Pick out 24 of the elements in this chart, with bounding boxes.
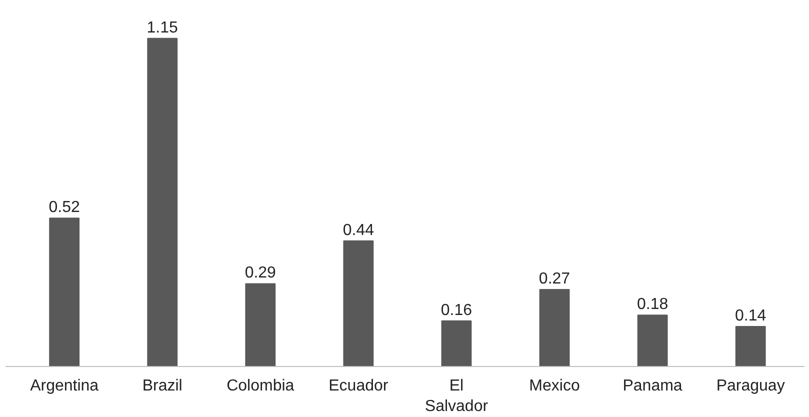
data-label: 0.14	[735, 308, 766, 325]
data-label: 0.16	[440, 302, 472, 319]
x-tick-label: Colombia	[226, 378, 294, 394]
data-label: 0.18	[636, 296, 668, 314]
bar	[735, 326, 766, 366]
x-tick-label: Panama	[622, 378, 682, 394]
bar	[343, 240, 374, 366]
x-tick-label: Ecuador	[328, 378, 389, 394]
data-label: 0.29	[244, 264, 276, 282]
bar	[147, 38, 178, 366]
bar	[637, 314, 668, 366]
data-label: 0.44	[342, 222, 374, 239]
bar	[539, 288, 570, 366]
x-tick-label: Mexico	[529, 378, 580, 394]
x-tick-label: Brazil	[142, 378, 182, 394]
data-label: 1.15	[146, 19, 178, 36]
x-tick-label: El Salvador	[424, 378, 489, 415]
bar	[245, 283, 276, 366]
data-label: 0.27	[538, 270, 570, 288]
bar	[441, 320, 472, 366]
bar	[49, 218, 80, 366]
data-label: 0.52	[48, 199, 80, 216]
x-tick-label: Paraguay	[716, 378, 785, 394]
x-tick-label: Argentina	[30, 378, 99, 394]
